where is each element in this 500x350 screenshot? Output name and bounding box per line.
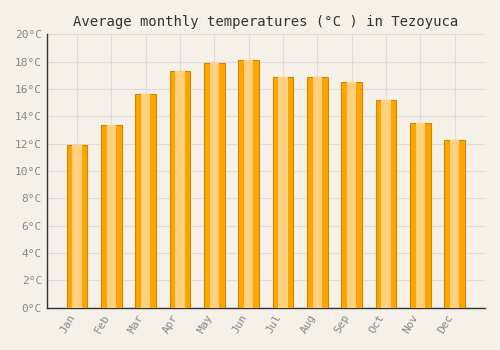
Bar (204, 63, 225, 308)
Bar (141, 94, 150, 308)
Bar (238, 60, 259, 308)
Bar (313, 77, 322, 308)
Bar (176, 71, 184, 308)
Bar (107, 125, 116, 308)
Bar (376, 100, 396, 308)
Title: Average monthly temperatures (°C ) in Tezoyuca: Average monthly temperatures (°C ) in Te… (74, 15, 458, 29)
Bar (450, 140, 460, 308)
Bar (342, 82, 362, 308)
Bar (170, 71, 190, 308)
Bar (72, 145, 82, 308)
Bar (210, 63, 219, 308)
Bar (273, 77, 293, 308)
Bar (136, 94, 156, 308)
Bar (347, 82, 356, 308)
Bar (67, 145, 87, 308)
Bar (444, 140, 465, 308)
Bar (416, 123, 425, 308)
Bar (382, 100, 390, 308)
Bar (307, 77, 328, 308)
Bar (410, 123, 430, 308)
Bar (278, 77, 287, 308)
Bar (101, 125, 121, 308)
Bar (244, 60, 254, 308)
